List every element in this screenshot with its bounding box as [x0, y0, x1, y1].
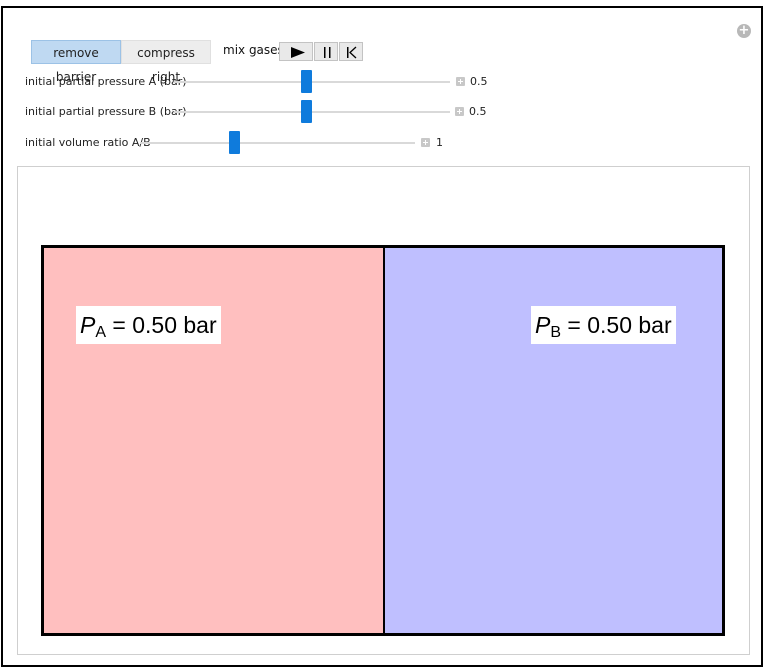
pressure-b-value: 0.5: [469, 105, 487, 118]
pressure-b-thumb[interactable]: [301, 100, 313, 123]
volume-ratio-value: 1: [436, 136, 443, 149]
volume-ratio-label: initial volume ratio A/B: [25, 136, 151, 149]
barrier: [383, 248, 385, 633]
pause-icon: [324, 47, 331, 58]
play-button[interactable]: [279, 42, 313, 61]
step-back-icon: [347, 46, 357, 59]
pressure-a-value: 0.5: [470, 75, 488, 88]
play-icon: [291, 47, 305, 58]
gas-container: [41, 245, 725, 636]
compress-right-button[interactable]: compress right: [121, 40, 211, 84]
volume-ratio-thumb[interactable]: [228, 131, 240, 154]
pause-button[interactable]: [314, 42, 338, 61]
volume-ratio-expand-icon[interactable]: [421, 138, 430, 147]
pressure-b-label: initial partial pressure B (bar): [25, 105, 187, 118]
pressure-a-expand-icon[interactable]: [456, 77, 465, 86]
pressure-b-expand-icon[interactable]: [455, 107, 464, 116]
volume-ratio-track[interactable]: [140, 142, 415, 144]
remove-barrier-button[interactable]: remove barrier: [31, 40, 121, 84]
pressure-a-label: initial partial pressure A (bar): [25, 75, 187, 88]
reset-button[interactable]: [339, 42, 363, 61]
pressure-a-thumb[interactable]: [301, 70, 313, 93]
add-icon[interactable]: +: [737, 23, 751, 38]
pressure-b-readout: PB = 0.50 bar: [531, 306, 676, 344]
pressure-a-readout: PA = 0.50 bar: [76, 306, 221, 344]
mix-gases-label: mix gases: [223, 43, 284, 57]
